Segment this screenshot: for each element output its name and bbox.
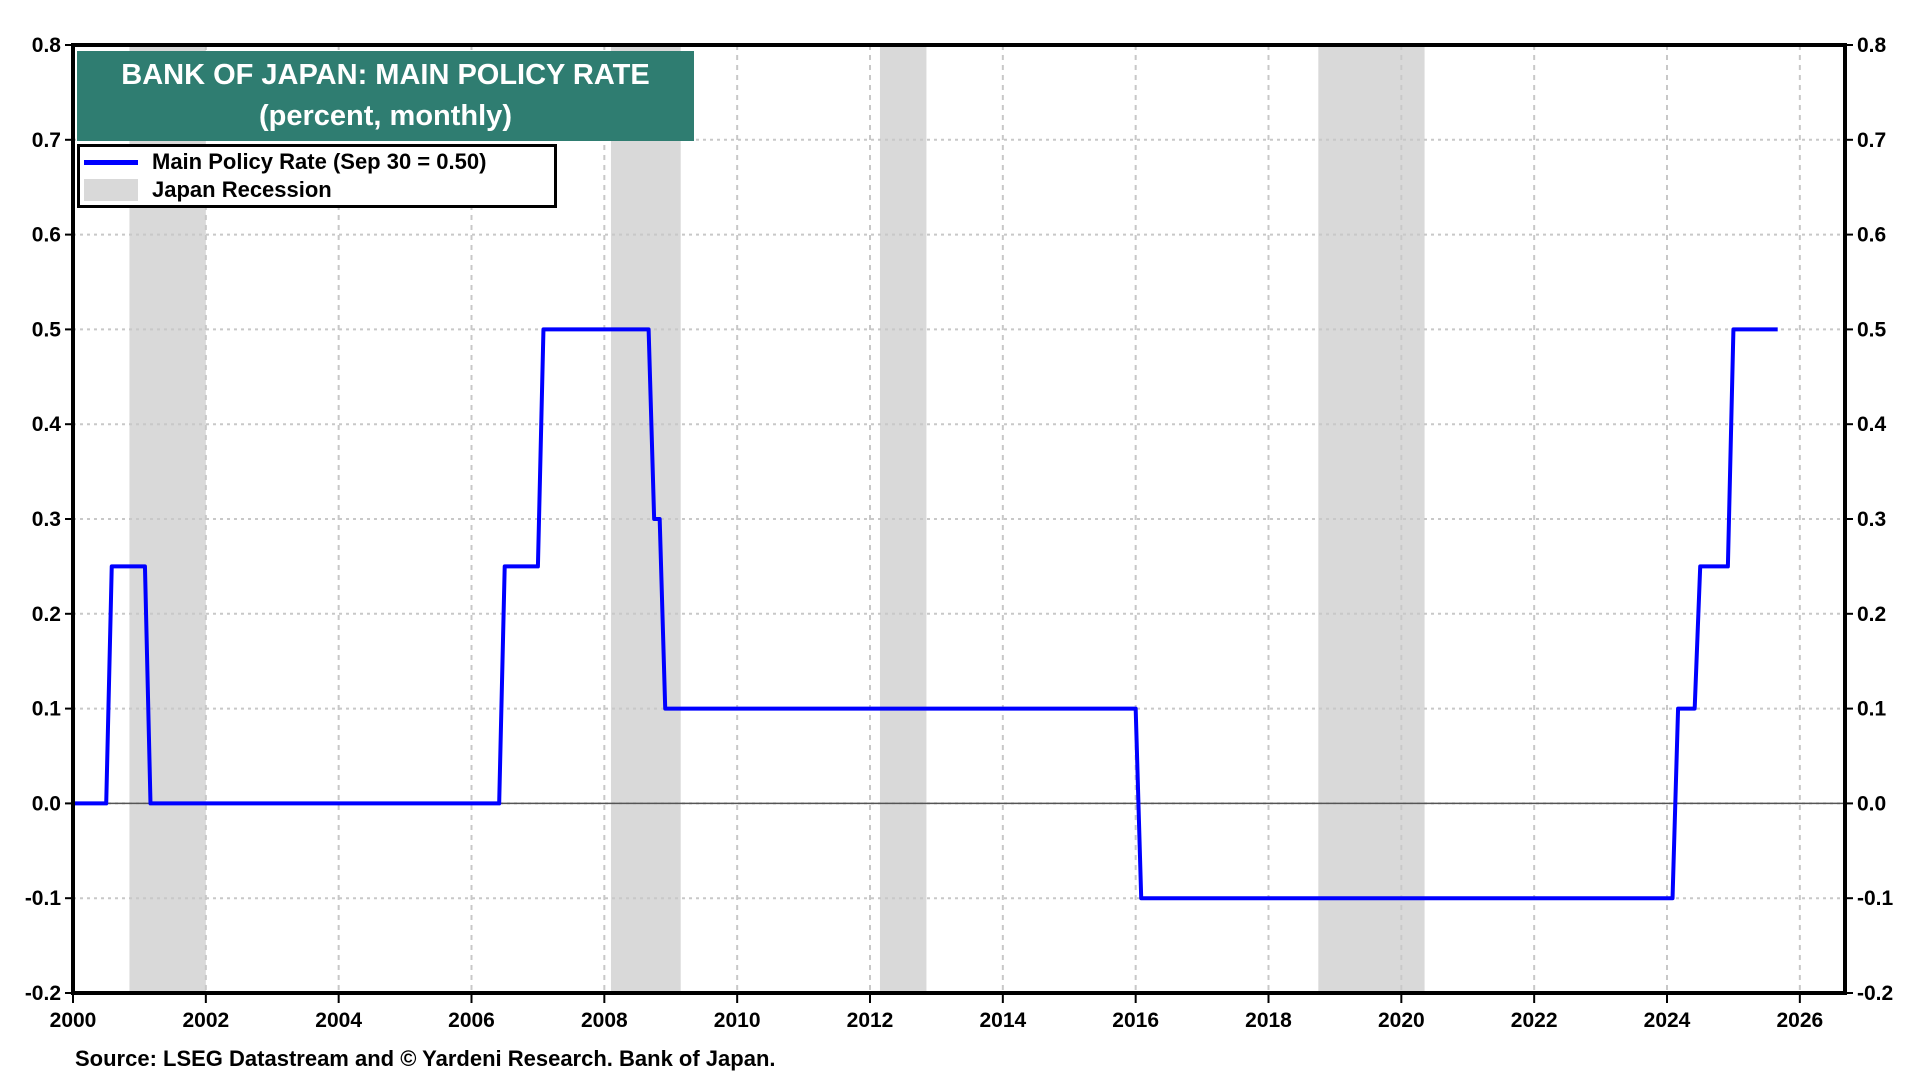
legend-label: Main Policy Rate (Sep 30 = 0.50)	[152, 149, 487, 174]
x-tick-label: 2008	[581, 1009, 628, 1032]
legend-item-recession: Japan Recession	[84, 177, 332, 203]
y-tick-label-left: 0.8	[32, 34, 62, 57]
y-tick-label-left: -0.2	[25, 982, 61, 1005]
x-tick-label: 2020	[1378, 1009, 1425, 1032]
x-tick-label: 2012	[847, 1009, 894, 1032]
y-tick-label-left: 0.7	[32, 129, 61, 152]
recession-band	[1318, 45, 1425, 993]
y-tick-label-right: 0.5	[1857, 318, 1887, 341]
y-tick-label-left: 0.4	[32, 413, 62, 436]
legend-item-policy-rate: Main Policy Rate (Sep 30 = 0.50)	[84, 149, 486, 175]
y-tick-label-right: -0.2	[1857, 982, 1893, 1005]
x-tick-label: 2006	[448, 1009, 495, 1032]
plot-frame	[71, 43, 1847, 995]
chart-title-box: BANK OF JAPAN: MAIN POLICY RATE (percent…	[77, 51, 694, 141]
series-line-policy-rate	[73, 327, 1778, 901]
y-tick-label-left: 0.5	[32, 318, 62, 341]
y-tick-label-left: -0.1	[25, 887, 62, 910]
y-tick-label-left: 0.6	[32, 224, 61, 247]
chart-title: BANK OF JAPAN: MAIN POLICY RATE	[121, 59, 650, 91]
x-tick-label: 2024	[1644, 1009, 1691, 1032]
x-tick-label: 2010	[714, 1009, 761, 1032]
legend-swatch-line	[84, 159, 138, 165]
legend: Main Policy Rate (Sep 30 = 0.50) Japan R…	[77, 144, 557, 208]
y-tick-label-right: 0.2	[1857, 603, 1886, 626]
x-tick-label: 2000	[50, 1009, 97, 1032]
y-tick-label-right: 0.3	[1857, 508, 1886, 531]
y-tick-label-right: 0.6	[1857, 224, 1886, 247]
y-tick-label-right: 0.4	[1857, 413, 1887, 436]
x-tick-label: 2004	[315, 1009, 362, 1032]
chart-subtitle: (percent, monthly)	[259, 100, 512, 132]
x-tick-label: 2014	[979, 1009, 1026, 1032]
source-note: Source: LSEG Datastream and © Yardeni Re…	[75, 1046, 776, 1071]
y-tick-label-right: 0.7	[1857, 129, 1886, 152]
x-tick-label: 2022	[1511, 1009, 1558, 1032]
x-tick-label: 2026	[1776, 1009, 1823, 1032]
y-tick-label-right: -0.1	[1857, 887, 1894, 910]
legend-label: Japan Recession	[152, 177, 332, 202]
legend-swatch-recession	[84, 179, 138, 201]
y-tick-label-right: 0.0	[1857, 792, 1886, 815]
x-tick-label: 2018	[1245, 1009, 1292, 1032]
y-tick-label-left: 0.3	[32, 508, 61, 531]
y-tick-label-left: 0.1	[32, 698, 62, 721]
y-tick-label-right: 0.8	[1857, 34, 1887, 57]
y-tick-label-right: 0.1	[1857, 698, 1887, 721]
x-tick-label: 2002	[182, 1009, 229, 1032]
x-tick-label: 2016	[1112, 1009, 1159, 1032]
y-tick-label-left: 0.2	[32, 603, 61, 626]
y-tick-label-left: 0.0	[32, 792, 61, 815]
